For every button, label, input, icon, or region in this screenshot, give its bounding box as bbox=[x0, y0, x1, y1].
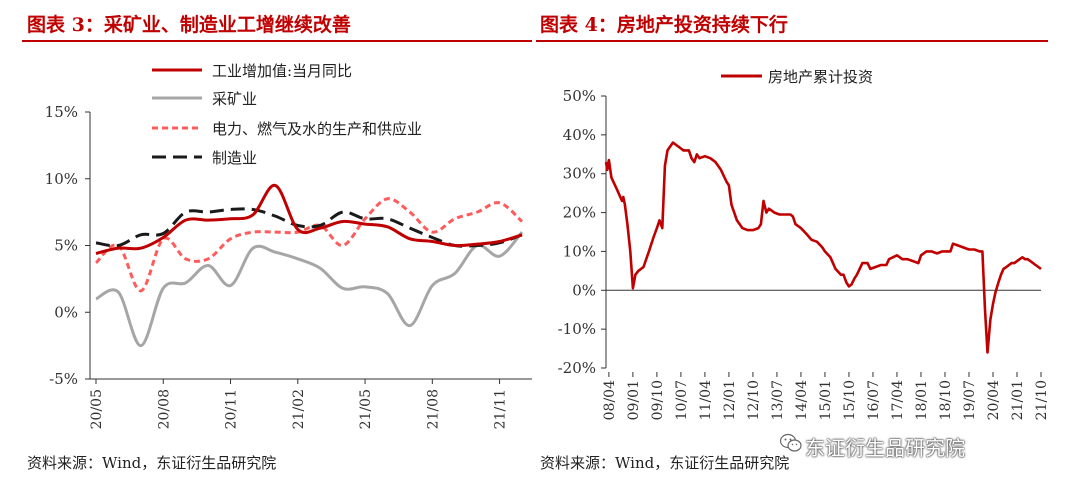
wechat-icon bbox=[780, 433, 802, 452]
right-x-tick-label: 20/04 bbox=[986, 380, 1002, 420]
left-y-tick-label: 15% bbox=[45, 103, 78, 121]
left-series-line-1 bbox=[95, 231, 524, 348]
right-x-tick-label: 17/04 bbox=[890, 380, 906, 420]
left-chart-source: 资料来源：Wind，东证衍生品研究院 bbox=[27, 454, 277, 472]
left-legend-label-1: 采矿业 bbox=[212, 90, 257, 108]
left-x-tick-label: 20/08 bbox=[156, 389, 172, 429]
right-x-tick-label: 13/07 bbox=[770, 380, 786, 420]
right-x-tick-label: 21/01 bbox=[1010, 380, 1026, 420]
right-chart-title: 图表 4：房地产投资持续下行 bbox=[540, 14, 788, 36]
right-x-tick-label: 14/04 bbox=[794, 380, 810, 420]
left-y-tick-label: 5% bbox=[54, 237, 78, 255]
right-series-line bbox=[604, 141, 1042, 354]
right-x-tick-label: 15/10 bbox=[842, 380, 858, 420]
right-x-tick-label: 15/01 bbox=[818, 380, 834, 420]
right-chart: -20% -10% 0% 10% 20% 30% 40% 50% 08/04 09/01 09/10… bbox=[558, 68, 1050, 420]
right-x-tick-label: 18/10 bbox=[938, 380, 954, 420]
right-x-tick-label: 18/01 bbox=[914, 380, 930, 420]
right-y-tick-label: 50% bbox=[563, 87, 596, 105]
right-x-tick-label: 12/10 bbox=[746, 380, 762, 420]
right-y-tick-label: -20% bbox=[558, 359, 596, 377]
watermark-text: 东证衍生品研究院 bbox=[805, 436, 965, 460]
right-y-tick-label: 40% bbox=[563, 126, 596, 144]
left-x-tick-label: 20/05 bbox=[89, 389, 105, 429]
left-title-rule bbox=[22, 40, 532, 42]
right-chart-source: 资料来源：Wind，东证衍生品研究院 bbox=[540, 454, 790, 472]
left-x-tick-label: 21/05 bbox=[358, 389, 374, 429]
right-y-tick-label: 10% bbox=[563, 242, 596, 260]
left-chart-title: 图表 3：采矿业、制造业工增继续改善 bbox=[27, 14, 351, 36]
right-y-tick-label: 0% bbox=[572, 281, 596, 299]
right-x-tick-label: 12/01 bbox=[722, 380, 738, 420]
left-chart: -5% 0% 5% 10% 15% 20/05 20/08 20/11 21/02 21/05 21… bbox=[45, 62, 532, 429]
right-x-tick-label: 10/07 bbox=[674, 380, 690, 420]
right-x-tick-label: 11/04 bbox=[698, 380, 714, 420]
right-x-tick-label: 19/07 bbox=[962, 380, 978, 420]
left-legend-label-2: 电力、燃气及水的生产和供应业 bbox=[212, 120, 422, 138]
left-legend-label-0: 工业增加值:当月同比 bbox=[212, 62, 352, 80]
left-legend-label-3: 制造业 bbox=[212, 149, 257, 167]
right-y-tick-label: 20% bbox=[563, 204, 596, 222]
left-x-tick-label: 20/11 bbox=[224, 389, 240, 429]
left-y-tick-label: -5% bbox=[49, 370, 78, 388]
right-legend-label: 房地产累计投资 bbox=[768, 68, 873, 86]
left-series-line-2 bbox=[94, 197, 524, 293]
right-title-rule bbox=[536, 40, 1048, 42]
right-x-tick-label: 16/07 bbox=[866, 380, 882, 420]
left-y-tick-label: 0% bbox=[54, 303, 78, 321]
left-series-line-0 bbox=[95, 183, 523, 255]
right-y-tick-label: -10% bbox=[558, 320, 596, 338]
left-x-tick-label: 21/08 bbox=[425, 389, 441, 429]
right-x-tick-label: 08/04 bbox=[602, 380, 618, 420]
right-x-tick-label: 21/10 bbox=[1034, 380, 1050, 420]
left-x-tick-label: 21/02 bbox=[291, 389, 307, 429]
left-x-tick-label: 21/11 bbox=[493, 389, 509, 429]
right-x-tick-label: 09/01 bbox=[626, 380, 642, 420]
right-x-tick-label: 09/10 bbox=[650, 380, 666, 420]
right-y-tick-label: 30% bbox=[563, 165, 596, 183]
left-y-tick-label: 10% bbox=[45, 170, 78, 188]
